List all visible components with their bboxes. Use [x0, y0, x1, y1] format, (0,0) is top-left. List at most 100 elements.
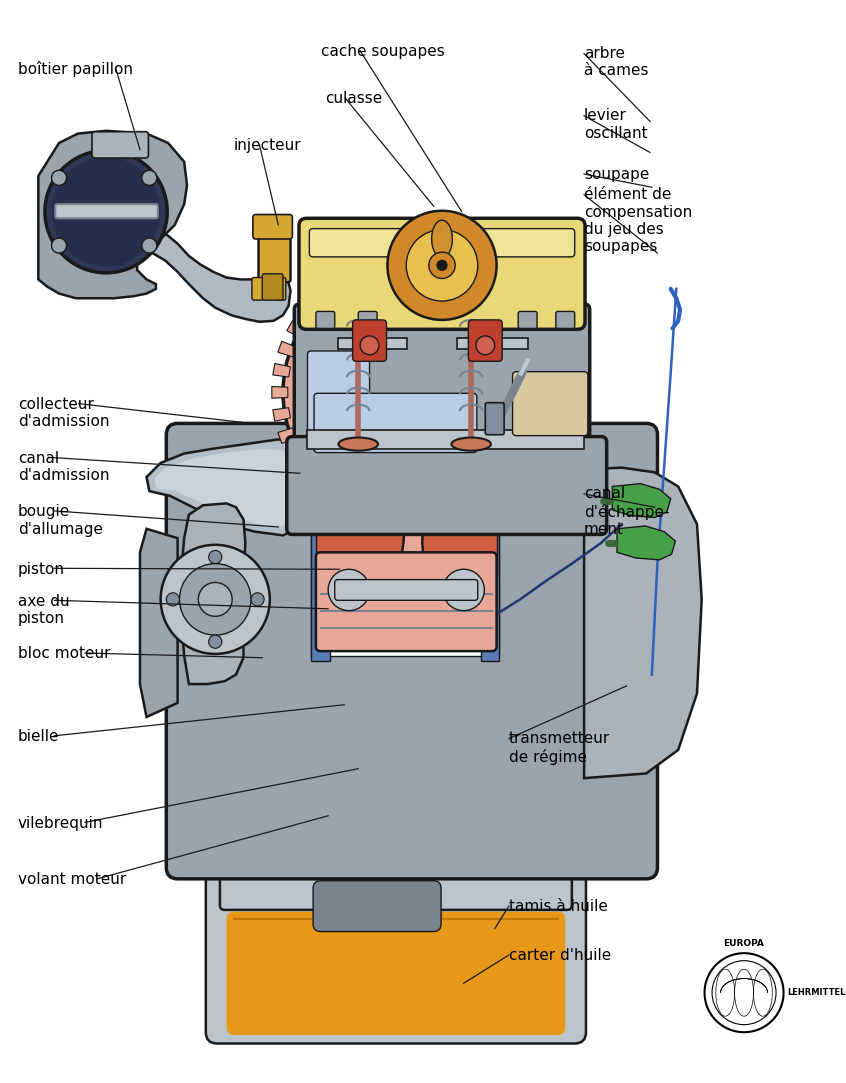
FancyBboxPatch shape [306, 430, 584, 448]
Text: tamis à huile: tamis à huile [508, 899, 607, 914]
Polygon shape [492, 302, 511, 321]
Circle shape [52, 238, 67, 253]
Text: carter d'huile: carter d'huile [508, 948, 611, 963]
Polygon shape [420, 507, 434, 525]
Polygon shape [315, 479, 333, 498]
Text: axe du
piston: axe du piston [18, 593, 69, 626]
Text: canal
d'admission: canal d'admission [18, 451, 109, 483]
Circle shape [345, 355, 354, 365]
Circle shape [328, 570, 370, 611]
Circle shape [429, 252, 455, 278]
Circle shape [52, 170, 67, 185]
Polygon shape [272, 387, 288, 399]
FancyBboxPatch shape [294, 413, 321, 470]
Polygon shape [504, 321, 524, 338]
FancyBboxPatch shape [513, 371, 588, 435]
Polygon shape [441, 265, 457, 284]
FancyBboxPatch shape [307, 351, 370, 434]
FancyBboxPatch shape [556, 312, 574, 328]
Polygon shape [272, 407, 290, 421]
Bar [481, 430, 499, 661]
Text: élément de
compensation
du jeu des
soupapes: élément de compensation du jeu des soupa… [584, 187, 692, 255]
Polygon shape [520, 364, 538, 377]
Circle shape [406, 230, 478, 301]
Polygon shape [277, 341, 297, 357]
Polygon shape [333, 274, 351, 293]
FancyBboxPatch shape [167, 423, 657, 878]
Circle shape [198, 583, 232, 616]
Circle shape [360, 336, 379, 355]
Polygon shape [617, 526, 675, 560]
FancyBboxPatch shape [316, 312, 335, 328]
Polygon shape [459, 492, 477, 511]
Ellipse shape [431, 220, 453, 258]
FancyBboxPatch shape [469, 319, 503, 362]
Circle shape [705, 953, 783, 1032]
Polygon shape [376, 260, 390, 277]
Circle shape [251, 592, 264, 606]
FancyBboxPatch shape [92, 132, 148, 158]
Text: LEHRMITTEL: LEHRMITTEL [788, 988, 846, 997]
Circle shape [52, 157, 161, 266]
Circle shape [454, 580, 473, 599]
Circle shape [339, 580, 358, 599]
Text: levier
oscillant: levier oscillant [584, 108, 648, 141]
Polygon shape [399, 510, 411, 526]
Text: bougie
d'allumage: bougie d'allumage [18, 505, 102, 537]
Circle shape [398, 384, 413, 400]
FancyBboxPatch shape [274, 277, 286, 300]
Polygon shape [514, 341, 533, 357]
Circle shape [451, 351, 470, 369]
Circle shape [142, 170, 157, 185]
FancyBboxPatch shape [252, 277, 263, 300]
Polygon shape [299, 302, 319, 321]
Text: collecteur
d'admission: collecteur d'admission [18, 397, 109, 430]
FancyBboxPatch shape [316, 552, 497, 651]
FancyBboxPatch shape [358, 312, 377, 328]
Polygon shape [277, 428, 297, 444]
Ellipse shape [452, 438, 491, 451]
Circle shape [443, 570, 485, 611]
Polygon shape [140, 529, 178, 717]
Polygon shape [441, 501, 457, 520]
Circle shape [382, 369, 429, 416]
Polygon shape [457, 338, 528, 349]
FancyBboxPatch shape [220, 844, 572, 910]
Polygon shape [376, 507, 390, 525]
Polygon shape [38, 131, 187, 298]
Circle shape [363, 350, 448, 434]
Text: boîtier papillon: boîtier papillon [18, 61, 133, 77]
FancyBboxPatch shape [206, 837, 586, 1044]
Polygon shape [146, 440, 302, 535]
Circle shape [396, 447, 415, 466]
Polygon shape [514, 428, 533, 444]
Polygon shape [492, 464, 511, 483]
Text: vilebrequin: vilebrequin [18, 815, 103, 831]
Text: soupape: soupape [584, 167, 650, 182]
Text: piston: piston [18, 562, 64, 577]
Circle shape [385, 383, 430, 429]
Ellipse shape [338, 438, 378, 451]
Polygon shape [584, 468, 701, 779]
Polygon shape [315, 286, 333, 305]
Polygon shape [420, 260, 434, 277]
Polygon shape [154, 448, 295, 527]
Polygon shape [181, 504, 245, 684]
Polygon shape [523, 387, 539, 399]
FancyBboxPatch shape [55, 205, 158, 219]
Text: EUROPA: EUROPA [723, 939, 765, 948]
FancyBboxPatch shape [310, 229, 574, 257]
Polygon shape [477, 286, 496, 305]
FancyBboxPatch shape [519, 312, 537, 328]
FancyBboxPatch shape [299, 219, 585, 329]
FancyBboxPatch shape [486, 403, 504, 434]
Polygon shape [299, 464, 319, 483]
Polygon shape [399, 259, 411, 275]
Circle shape [45, 151, 168, 273]
Circle shape [283, 270, 528, 514]
Circle shape [401, 452, 410, 461]
Circle shape [387, 211, 497, 319]
Circle shape [712, 961, 776, 1025]
FancyBboxPatch shape [227, 912, 565, 1035]
Polygon shape [391, 406, 431, 590]
